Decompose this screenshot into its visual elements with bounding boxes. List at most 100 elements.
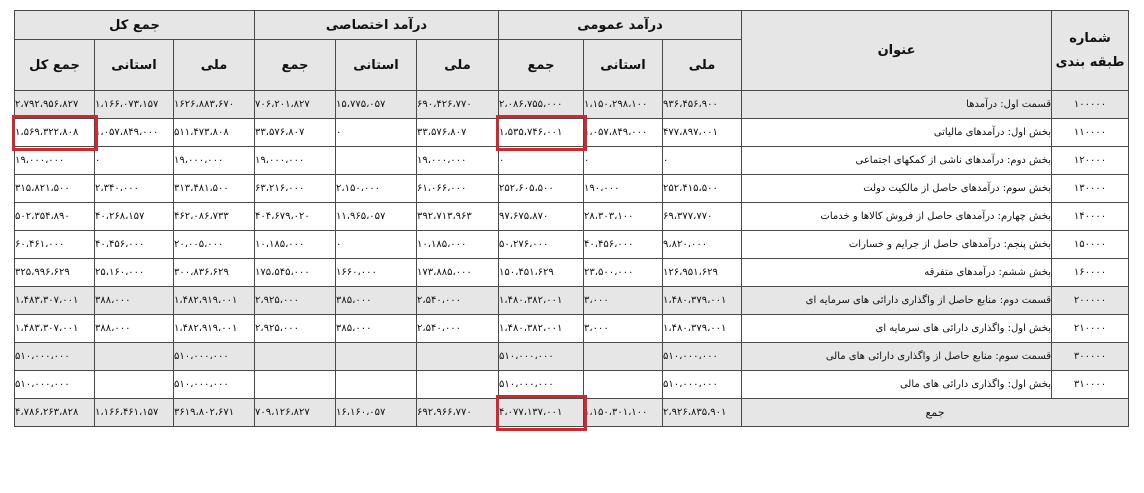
value-cell bbox=[335, 342, 417, 371]
value-cell: ۲۵،۱۶۰،۰۰۰ bbox=[94, 258, 174, 287]
value-cell: ۲،۹۲۵،۰۰۰ bbox=[254, 286, 336, 315]
value-cell: ۱،۴۸۰،۳۷۹،۰۰۱ bbox=[662, 286, 743, 315]
value-cell bbox=[335, 146, 417, 175]
value-cell: ۲،۹۲۶،۸۳۵،۹۰۱ bbox=[662, 398, 743, 427]
row-code: ۱۱۰۰۰۰ bbox=[1051, 118, 1130, 147]
value-cell: ۱،۴۸۳،۳۰۷،۰۰۱ bbox=[14, 314, 95, 343]
value-cell: ۵۱۰،۰۰۰،۰۰۰ bbox=[497, 370, 585, 399]
value-cell bbox=[583, 342, 664, 371]
value-cell: ۳،۰۰۰ bbox=[583, 314, 664, 343]
table-body: ۱۰۰۰۰۰ قسمت اول: درآمدها ۹۳۶،۴۵۶،۹۰۰ ۱،۱۵۰،… bbox=[14, 90, 1130, 427]
value-cell: ۲۸،۳۰۳،۱۰۰ bbox=[583, 202, 664, 231]
value-cell: ۴۷۷،۸۹۷،۰۰۱ bbox=[662, 118, 743, 147]
table-row: ۳۱۰۰۰۰ بخش اول: واگذاری دارائی های مالی ۵۱… bbox=[14, 370, 1130, 399]
value-cell: ۴۰۴،۶۷۹،۰۲۰ bbox=[254, 202, 336, 231]
header-group-row: شماره طبقه بندی عنوان درآمد عمومی درآمد … bbox=[14, 10, 1130, 91]
value-cell: ۱،۴۸۰،۳۸۲،۰۰۱ bbox=[497, 314, 585, 343]
value-cell: ۱۷۵،۵۴۵،۰۰۰ bbox=[254, 258, 336, 287]
value-cell: ۴۰،۴۵۶،۰۰۰ bbox=[583, 230, 664, 259]
row-title: قسمت سوم: منابع حاصل از واگذاری دارائی ه… bbox=[741, 342, 1053, 371]
value-cell: ۲،۹۲۵،۰۰۰ bbox=[254, 314, 336, 343]
value-cell: ۱۶۶۰،۰۰۰ bbox=[335, 258, 417, 287]
value-cell: ۱۲۶،۹۵۱،۶۲۹ bbox=[662, 258, 743, 287]
header-sub-row: ملی استانی جمع ملی استانی جمع ملی استانی… bbox=[14, 39, 1129, 91]
value-cell: ۱۶،۱۶۰،۰۵۷ bbox=[335, 398, 417, 427]
table-row: ۱۵۰۰۰۰ بخش پنجم: درآمدهای حاصل از جرایم و… bbox=[14, 230, 1130, 259]
value-cell: ۲۵۲،۴۱۵،۵۰۰ bbox=[662, 174, 743, 203]
value-cell: ۶۹۰،۴۲۶،۷۷۰ bbox=[416, 90, 499, 119]
value-cell: ۵۰،۲۷۶،۰۰۰ bbox=[497, 230, 585, 259]
value-cell: ۱،۴۸۲،۹۱۹،۰۰۱ bbox=[173, 314, 255, 343]
value-cell: ۳۶۱۹،۸۰۲،۶۷۱ bbox=[173, 398, 255, 427]
value-cell: ۳۱۳،۴۸۱،۵۰۰ bbox=[173, 174, 255, 203]
value-cell: ۵۱۰،۰۰۰،۰۰۰ bbox=[14, 342, 95, 371]
value-cell: ۶۱،۰۶۶،۰۰۰ bbox=[416, 174, 499, 203]
row-title: بخش سوم: درآمدهای حاصل از مالکیت دولت bbox=[741, 174, 1053, 203]
value-cell: ۳۸۵،۰۰۰ bbox=[335, 314, 417, 343]
row-title: بخش اول: واگذاری دارائی های مالی bbox=[741, 370, 1053, 399]
value-cell: ۳۳،۵۷۶،۸۰۷ bbox=[254, 118, 336, 147]
row-title: بخش ششم: درآمدهای متفرقه bbox=[741, 258, 1053, 287]
row-code: ۱۵۰۰۰۰ bbox=[1051, 230, 1130, 259]
table-row: ۱۲۰۰۰۰ بخش دوم: درآمدهای ناشی از کمکهای ا… bbox=[14, 146, 1130, 175]
header-sub: استانی bbox=[583, 39, 664, 91]
table-row: ۲۰۰۰۰۰ قسمت دوم: منابع حاصل از واگذاری دا… bbox=[14, 286, 1130, 315]
value-cell: ۰ bbox=[94, 146, 174, 175]
value-cell: ۶۹۲،۹۶۶،۷۷۰ bbox=[416, 398, 499, 427]
value-cell: ۱۹۰،۰۰۰ bbox=[583, 174, 664, 203]
header-sub: استانی bbox=[94, 39, 174, 91]
value-cell: ۴،۷۸۶،۲۶۳،۸۲۸ bbox=[14, 398, 95, 427]
header-sub: ملی bbox=[173, 39, 255, 91]
row-title: بخش اول: درآمدهای مالیاتی bbox=[741, 118, 1053, 147]
value-cell bbox=[254, 342, 336, 371]
row-code: ۲۱۰۰۰۰ bbox=[1051, 314, 1130, 343]
header-sub: ملی bbox=[416, 39, 499, 91]
value-cell: ۱،۴۸۲،۹۱۹،۰۰۱ bbox=[173, 286, 255, 315]
table-row: ۱۳۰۰۰۰ بخش سوم: درآمدهای حاصل از مالکیت د… bbox=[14, 174, 1130, 203]
table-row: ۱۶۰۰۰۰ بخش ششم: درآمدهای متفرقه ۱۲۶،۹۵۱،۶۲… bbox=[14, 258, 1130, 287]
value-cell bbox=[335, 370, 417, 399]
value-cell: ۱،۴۸۰،۳۷۹،۰۰۱ bbox=[662, 314, 743, 343]
row-code: ۲۰۰۰۰۰ bbox=[1051, 286, 1130, 315]
value-cell: ۱۹،۰۰۰،۰۰۰ bbox=[14, 146, 95, 175]
header-title: عنوان bbox=[741, 10, 1053, 91]
value-cell: ۱۰،۱۸۵،۰۰۰ bbox=[416, 230, 499, 259]
value-cell: ۳،۰۰۰ bbox=[583, 286, 664, 315]
row-code: ۱۶۰۰۰۰ bbox=[1051, 258, 1130, 287]
value-cell: ۰ bbox=[335, 230, 417, 259]
value-cell: ۱۵۰،۴۵۱،۶۲۹ bbox=[497, 258, 585, 287]
value-cell bbox=[254, 370, 336, 399]
header-sub: ملی bbox=[662, 39, 743, 91]
value-cell: ۱،۰۵۷،۸۴۹،۰۰۰ bbox=[583, 118, 664, 147]
value-cell: ۱،۰۵۷،۸۴۹،۰۰۰ bbox=[94, 118, 174, 147]
header-sub: جمع bbox=[497, 39, 585, 91]
value-cell: ۵۱۰،۰۰۰،۰۰۰ bbox=[662, 342, 743, 371]
value-cell: ۷۰۹،۱۲۶،۸۲۷ bbox=[254, 398, 336, 427]
row-title: بخش دوم: درآمدهای ناشی از کمکهای اجتماعی bbox=[741, 146, 1053, 175]
value-cell: ۵۱۰،۰۰۰،۰۰۰ bbox=[173, 370, 255, 399]
value-cell: ۳۱۵،۸۲۱،۵۰۰ bbox=[14, 174, 95, 203]
value-cell: ۶۹،۳۷۷،۷۷۰ bbox=[662, 202, 743, 231]
budget-table: شماره طبقه بندی عنوان درآمد عمومی درآمد … bbox=[14, 10, 1130, 427]
value-cell: ۱،۱۵۰،۳۰۱،۱۰۰ bbox=[583, 398, 664, 427]
table-row: ۱۰۰۰۰۰ قسمت اول: درآمدها ۹۳۶،۴۵۶،۹۰۰ ۱،۱۵۰،… bbox=[14, 90, 1130, 119]
row-code: ۱۳۰۰۰۰ bbox=[1051, 174, 1130, 203]
value-cell: ۱،۵۳۵،۷۴۶،۰۰۱ bbox=[497, 118, 585, 147]
value-cell: ۳۸۸،۰۰۰ bbox=[94, 286, 174, 315]
header-sub: استانی bbox=[335, 39, 417, 91]
value-cell: ۱،۴۸۳،۳۰۷،۰۰۱ bbox=[14, 286, 95, 315]
value-cell: ۳۸۵،۰۰۰ bbox=[335, 286, 417, 315]
value-cell: ۴۶۲،۰۸۶،۷۳۳ bbox=[173, 202, 255, 231]
value-cell: ۵۱۱،۴۷۳،۸۰۸ bbox=[173, 118, 255, 147]
value-cell: ۱،۱۶۶،۴۶۱،۱۵۷ bbox=[94, 398, 174, 427]
table-row: ۳۰۰۰۰۰ قسمت سوم: منابع حاصل از واگذاری دا… bbox=[14, 342, 1130, 371]
table-row: ۲۱۰۰۰۰ بخش اول: واگذاری دارائی های سرمایه… bbox=[14, 314, 1130, 343]
row-title: جمع bbox=[741, 398, 1130, 427]
header-sub: جمع کل bbox=[14, 39, 95, 91]
value-cell: ۹،۸۲۰،۰۰۰ bbox=[662, 230, 743, 259]
value-cell: ۴۰،۲۶۸،۱۵۷ bbox=[94, 202, 174, 231]
header-group-general: درآمد عمومی bbox=[497, 10, 743, 40]
value-cell: ۳۸۸،۰۰۰ bbox=[94, 314, 174, 343]
value-cell: ۳۲۵،۹۹۶،۶۲۹ bbox=[14, 258, 95, 287]
header-sub: جمع bbox=[254, 39, 336, 91]
